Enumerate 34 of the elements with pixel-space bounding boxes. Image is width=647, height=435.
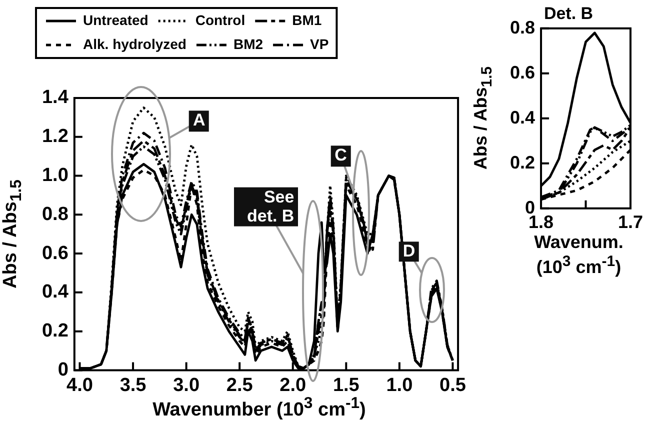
y-tick-label: 1.2 bbox=[42, 126, 68, 148]
legend-label: VP bbox=[310, 36, 329, 52]
annotation: C bbox=[330, 146, 351, 167]
legend-label: BM1 bbox=[292, 12, 322, 28]
y-tick-label: 0.4 bbox=[42, 282, 69, 303]
y-tick-label: 0.6 bbox=[42, 242, 68, 264]
annotation: A bbox=[188, 110, 210, 132]
x-tick-label: 1.0 bbox=[386, 374, 413, 396]
x-axis-title: Wavenumber (10$^{3}$ cm$^{-1}$) bbox=[152, 395, 367, 422]
annotation: See det. B bbox=[234, 187, 298, 227]
legend-label: Untreated bbox=[83, 12, 148, 28]
chart-title: Det. B bbox=[544, 4, 594, 23]
y-tick-label: 0 bbox=[58, 359, 68, 380]
x-tick-label: 4.0 bbox=[66, 374, 93, 396]
x-tick-label: 2.0 bbox=[280, 374, 306, 396]
x-tick-label: 1.7 bbox=[618, 212, 644, 232]
y-tick-label: 0.8 bbox=[42, 204, 68, 225]
legend-label: Alk. hydrolyzed bbox=[83, 36, 186, 52]
y-tick-label: 1.0 bbox=[42, 165, 68, 186]
x-tick-label: 0.5 bbox=[440, 374, 466, 396]
x-tick-label: 3.0 bbox=[173, 374, 200, 396]
y-tick-label: 0.4 bbox=[510, 107, 536, 128]
annotation: D bbox=[398, 241, 420, 262]
legend-label: BM2 bbox=[233, 36, 264, 52]
x-axis-title: Wavenum. (10$^{3}$ cm$^{-1}$) bbox=[533, 232, 624, 278]
x-tick-label: 3.5 bbox=[120, 374, 147, 396]
y-tick-label: 1.4 bbox=[42, 87, 69, 108]
legend-label: Control bbox=[195, 12, 246, 28]
x-tick-label: 2.5 bbox=[226, 374, 254, 396]
y-tick-label: 0.6 bbox=[510, 62, 536, 82]
y-tick-label: 0.2 bbox=[510, 152, 536, 172]
x-tick-label: 1.5 bbox=[332, 374, 360, 396]
y-tick-label: 0.8 bbox=[510, 17, 536, 38]
y-tick-label: 0.2 bbox=[42, 320, 68, 342]
